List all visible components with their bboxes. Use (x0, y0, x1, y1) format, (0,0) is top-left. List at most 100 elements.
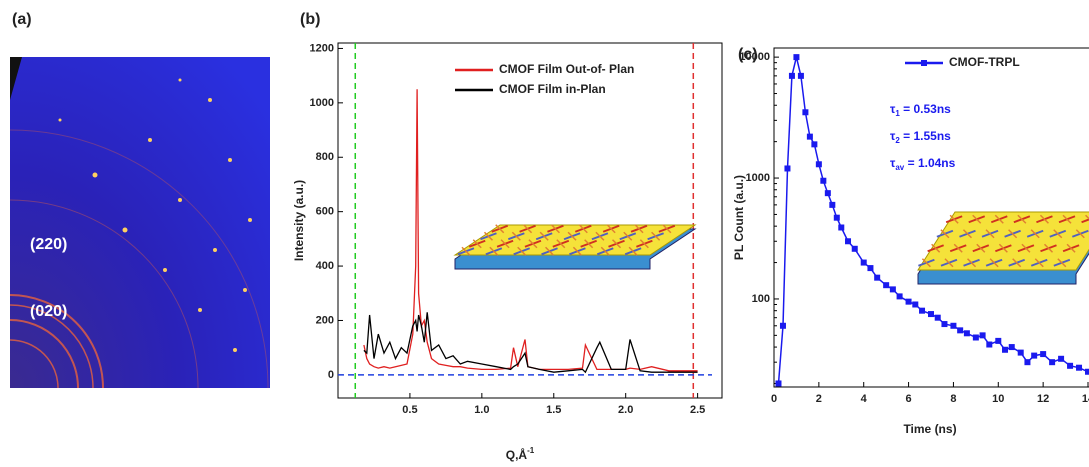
data-point (867, 265, 874, 272)
plot-frame (773, 47, 1089, 388)
framework (1075, 229, 1085, 239)
framework (949, 214, 959, 224)
data-point (1067, 362, 1074, 369)
x-tick-label: 2.0 (618, 404, 633, 416)
x-tick-label: 10 (992, 393, 1004, 405)
y-tick-label: 1200 (310, 42, 334, 54)
data-point (905, 298, 912, 305)
data-point (833, 214, 840, 221)
legend-label: CMOF Film Out-of- Plan (499, 62, 634, 76)
framework (517, 246, 527, 256)
framework (921, 258, 931, 268)
diffraction-rings (9, 129, 269, 389)
framework (662, 224, 672, 234)
y-axis-label: PL Count (a.u.) (732, 175, 746, 260)
framework (611, 239, 622, 249)
data-point (784, 165, 791, 172)
data-point (874, 274, 881, 281)
data-point (824, 190, 831, 197)
annotation-symbol: τ (890, 156, 896, 170)
data-point (1002, 346, 1009, 353)
framework (550, 224, 560, 234)
film-illustration (453, 224, 697, 270)
diffraction-image (10, 57, 270, 388)
data-point (797, 72, 804, 79)
framework (944, 258, 954, 268)
panel-label: (a) (12, 11, 32, 28)
y-tick-label: 0 (328, 369, 334, 381)
data-point (1049, 359, 1056, 366)
data-point (1017, 349, 1024, 356)
framework (595, 231, 605, 241)
annotation-sub: av (895, 163, 904, 172)
framework (528, 239, 538, 249)
x-axis-label: Time (ns) (903, 422, 956, 436)
data-point (860, 259, 867, 266)
framework (556, 239, 566, 249)
framework (634, 224, 644, 234)
framework (623, 231, 633, 241)
framework (489, 246, 499, 256)
x-axis-label-text: Time (ns) (903, 422, 956, 436)
annotation-sub: 2 (895, 136, 900, 145)
framework (1062, 214, 1072, 224)
framework (606, 224, 616, 234)
data-point (957, 327, 964, 334)
data-point (950, 322, 957, 329)
data-point (1040, 351, 1047, 358)
data-point (979, 332, 986, 339)
x-tick-label: 8 (950, 393, 956, 405)
framework (1021, 243, 1031, 253)
framework (1043, 243, 1054, 253)
diffraction-spots (58, 78, 252, 352)
x-tick-label: 2.5 (690, 404, 705, 416)
framework (967, 258, 977, 268)
legend-label: CMOF-TRPL (949, 55, 1020, 69)
data-point (793, 54, 800, 61)
x-tick-label: 2 (816, 393, 822, 405)
framework (962, 229, 972, 239)
y-tick-label: 200 (316, 314, 334, 326)
framework (940, 229, 950, 239)
film-illustration (917, 211, 1089, 285)
data-point (912, 301, 919, 308)
framework (1085, 214, 1089, 220)
framework (985, 229, 995, 239)
framework (1008, 229, 1018, 239)
framework (572, 246, 582, 256)
y-tick-label: 100 (752, 293, 770, 305)
framework (953, 243, 963, 253)
framework (578, 224, 588, 234)
y-tick-label: 400 (316, 260, 334, 272)
data-point (806, 133, 813, 140)
framework (539, 231, 549, 241)
framework (1066, 243, 1076, 253)
framework (511, 231, 521, 241)
x-tick-label: 1.5 (546, 404, 561, 416)
framework (1057, 258, 1067, 268)
framework (483, 231, 494, 241)
data-point (815, 161, 822, 168)
data-point (1085, 368, 1089, 375)
data-point (941, 321, 948, 328)
framework (461, 246, 471, 256)
x-tick-label: 0 (771, 393, 777, 405)
legend-marker (921, 60, 927, 66)
data-point (1008, 344, 1015, 351)
x-tick-label: 4 (861, 393, 868, 405)
data-point (934, 314, 941, 321)
framework (1081, 218, 1089, 224)
data-point (928, 311, 934, 318)
annotation-symbol: τ (890, 102, 896, 116)
framework (1039, 214, 1049, 224)
data-point (995, 337, 1002, 344)
data-point (1076, 364, 1083, 371)
annotation-text: = 0.53ns (900, 102, 951, 116)
framework (495, 224, 505, 234)
data-point (775, 380, 782, 387)
panel-label: (b) (300, 11, 320, 28)
framework (600, 246, 610, 256)
framework (931, 243, 941, 253)
ring-label: (220) (30, 236, 67, 253)
